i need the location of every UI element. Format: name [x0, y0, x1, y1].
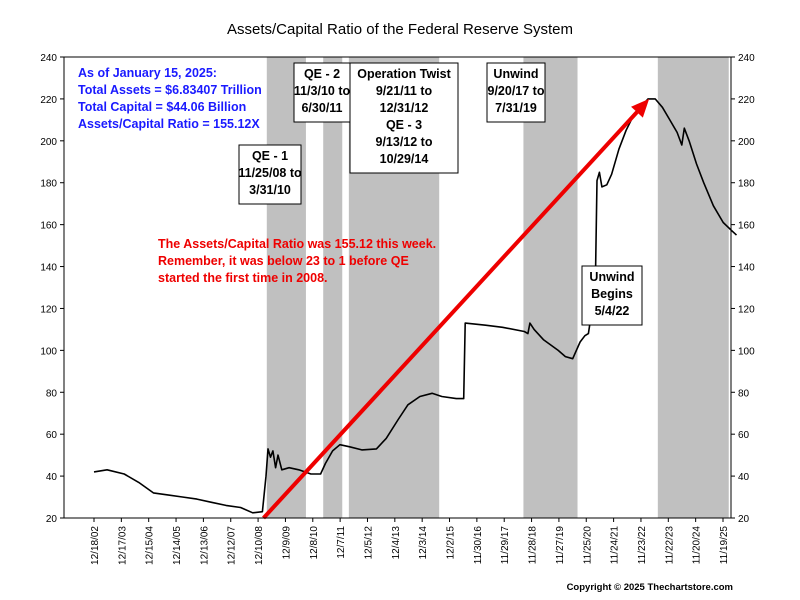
annotation-twist-line-5: 10/29/14: [380, 152, 429, 166]
shaded-periods: [266, 57, 729, 518]
y-tick-label-left-180: 180: [40, 179, 57, 190]
x-tick-label-1: 12/17/03: [117, 526, 128, 565]
y-tick-label-right-180: 180: [738, 179, 755, 190]
annotations: QE - 1 11/25/08 to 3/31/10 QE - 2 11/3/10 to…: [238, 62, 643, 326]
y-tick-label-left-100: 100: [40, 346, 57, 357]
shade-period-4: [657, 57, 729, 518]
y-tick-label-left-160: 160: [40, 221, 57, 232]
plot-frame: [63, 56, 732, 519]
x-tick-label-2: 12/15/04: [145, 526, 156, 565]
annotation-unwind_begins-line-0: Unwind: [589, 270, 634, 284]
info-line-0: As of January 15, 2025:: [78, 66, 217, 80]
annotation-box-qe1: [238, 144, 302, 205]
x-tick-label-19: 11/24/21: [610, 526, 621, 565]
shade-period-3: [523, 57, 578, 518]
annotation-unwind_begins-line-2: 5/4/22: [595, 304, 630, 318]
y-tick-label-right-40: 40: [738, 472, 750, 483]
shade-period-0: [266, 57, 306, 518]
chart-title: Assets/Capital Ratio of the Federal Rese…: [227, 21, 573, 38]
x-tick-label-23: 11/19/25: [719, 526, 730, 565]
annotation-twist-line-0: Operation Twist: [357, 67, 451, 81]
x-tick-label-9: 12/7/11: [336, 526, 347, 559]
series-group: [93, 98, 738, 514]
y-tick-label-left-220: 220: [40, 95, 57, 106]
red-note-line-0: The Assets/Capital Ratio was 155.12 this…: [158, 237, 436, 251]
info-line-2: Total Capital = $44.06 Billion: [78, 100, 246, 114]
annotation-box-unwind_begins: [581, 265, 643, 326]
annotation-unwind-line-2: 7/31/19: [495, 101, 537, 115]
annotation-unwind-line-0: Unwind: [493, 67, 538, 81]
annotation-qe1-line-0: QE - 1: [252, 149, 288, 163]
y-tick-label-right-240: 240: [738, 53, 755, 64]
annotation-box-unwind: [486, 62, 546, 123]
y-tick-label-left-40: 40: [46, 472, 58, 483]
y-tick-label-left-140: 140: [40, 263, 57, 274]
y-tick-label-left-240: 240: [40, 53, 57, 64]
y-tick-label-left-120: 120: [40, 304, 57, 315]
x-tick-label-6: 12/10/08: [254, 526, 265, 565]
annotation-box-twist: [349, 62, 459, 174]
annotation-twist-line-2: 12/31/12: [380, 101, 429, 115]
series-line-0: [93, 98, 738, 514]
x-tick-label-12: 12/3/14: [418, 526, 429, 560]
y-tick-label-right-120: 120: [738, 304, 755, 315]
annotation-qe2-line-0: QE - 2: [304, 67, 340, 81]
y-tick-label-right-100: 100: [738, 346, 755, 357]
x-ticks: 12/18/02 12/17/03 12/15/04 12/14/05 12/13/06…: [90, 518, 730, 565]
x-tick-label-11: 12/4/13: [391, 526, 402, 560]
x-tick-label-3: 12/14/05: [172, 526, 183, 565]
copyright-text: Copyright © 2025 Thechartstore.com: [567, 582, 733, 593]
y-tick-label-right-160: 160: [738, 221, 755, 232]
x-tick-label-18: 11/25/20: [582, 526, 593, 565]
x-tick-label-0: 12/18/02: [90, 526, 101, 565]
annotation-twist-line-3: QE - 3: [386, 118, 422, 132]
y-tick-label-right-200: 200: [738, 137, 755, 148]
y-tick-label-right-140: 140: [738, 263, 755, 274]
annotation-qe2-line-1: 11/3/10 to: [294, 84, 351, 98]
y-tick-label-right-220: 220: [738, 95, 755, 106]
trend-arrow-head: [631, 98, 650, 118]
trend-arrow-shaft: [262, 110, 639, 520]
y-tick-label-right-60: 60: [738, 430, 750, 441]
annotation-twist-line-1: 9/21/11 to: [376, 84, 433, 98]
trend-arrow-group: [262, 98, 650, 520]
annotation-box-qe2: [293, 62, 351, 123]
red-note: The Assets/Capital Ratio was 155.12 this…: [158, 237, 436, 285]
y-ticks: 20 20 40 40 60 60 80 80 100 100 120 120 140 140 160 160…: [40, 53, 755, 525]
annotation-unwind-line-1: 9/20/17 to: [488, 84, 545, 98]
annotation-twist-line-4: 9/13/12 to: [376, 135, 433, 149]
x-tick-label-7: 12/9/09: [281, 526, 292, 560]
x-tick-label-16: 11/28/18: [528, 526, 539, 565]
x-tick-label-13: 12/2/15: [446, 526, 457, 560]
x-tick-label-10: 12/5/12: [363, 526, 374, 560]
x-tick-label-15: 11/29/17: [500, 526, 511, 565]
x-tick-label-4: 12/13/06: [199, 526, 210, 565]
info-line-3: Assets/Capital Ratio = 155.12X: [78, 117, 260, 131]
y-tick-label-left-20: 20: [46, 514, 58, 525]
y-tick-label-left-60: 60: [46, 430, 58, 441]
x-tick-label-17: 11/27/19: [555, 526, 566, 565]
x-tick-label-8: 12/8/10: [309, 526, 320, 560]
x-tick-label-5: 12/12/07: [227, 526, 238, 565]
info-box: As of January 15, 2025: Total Assets = $6…: [78, 66, 262, 131]
info-line-1: Total Assets = $6.83407 Trillion: [78, 83, 262, 97]
red-note-line-2: started the first time in 2008.: [158, 271, 328, 285]
annotation-unwind_begins-line-1: Begins: [591, 287, 633, 301]
shade-period-1: [323, 57, 343, 518]
annotation-qe2-line-2: 6/30/11: [301, 101, 342, 115]
x-tick-label-22: 11/20/24: [692, 526, 703, 565]
annotation-qe1-line-2: 3/31/10: [249, 183, 291, 197]
annotation-qe1-line-1: 11/25/08 to: [238, 166, 302, 180]
y-tick-label-left-200: 200: [40, 137, 57, 148]
y-tick-label-right-20: 20: [738, 514, 750, 525]
y-tick-label-left-80: 80: [46, 388, 58, 399]
x-tick-label-21: 11/22/23: [664, 526, 675, 565]
y-tick-label-right-80: 80: [738, 388, 750, 399]
red-note-line-1: Remember, it was below 23 to 1 before QE: [158, 254, 409, 268]
x-tick-label-14: 11/30/16: [473, 526, 484, 565]
x-tick-label-20: 11/23/22: [637, 526, 648, 565]
